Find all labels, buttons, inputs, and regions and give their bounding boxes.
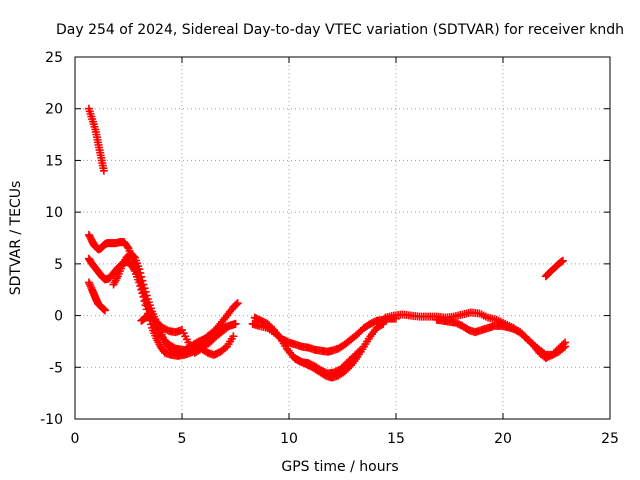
data-point xyxy=(99,166,108,175)
data-point xyxy=(232,300,241,309)
series-track-k xyxy=(432,315,570,362)
y-tick-label: -5 xyxy=(49,360,63,376)
data-point xyxy=(137,272,146,281)
x-tick-label: 10 xyxy=(280,431,298,447)
data-point xyxy=(141,287,150,296)
data-point xyxy=(558,256,567,265)
data-point xyxy=(231,319,240,328)
data-point xyxy=(377,320,386,329)
data-point xyxy=(85,280,94,289)
y-tick-label: 10 xyxy=(45,205,63,221)
data-point xyxy=(84,278,93,287)
data-point xyxy=(136,268,145,277)
plot-frame xyxy=(74,56,611,420)
y-tick-label: 25 xyxy=(45,50,63,66)
y-tick-label: 20 xyxy=(45,102,63,118)
series-track-f xyxy=(137,312,238,359)
data-point xyxy=(138,276,147,285)
data-point xyxy=(139,280,148,289)
data-point xyxy=(354,348,363,357)
grid xyxy=(75,57,610,419)
data-point xyxy=(140,284,149,293)
series-track-b xyxy=(84,278,109,315)
x-tick-label: 20 xyxy=(494,431,512,447)
data-point xyxy=(229,332,238,341)
axis-ticks: 0 5 10 15 20 25 -10 -5 0 5 10 15 20 25 xyxy=(40,50,619,447)
data-point xyxy=(561,338,570,347)
data-point xyxy=(142,305,151,314)
data-layer xyxy=(84,104,570,382)
data-point xyxy=(123,242,132,251)
data-point xyxy=(355,346,364,355)
x-tick-label: 0 xyxy=(71,431,80,447)
y-tick-label: 0 xyxy=(54,309,63,325)
data-point xyxy=(142,291,151,300)
x-axis-label: GPS time / hours xyxy=(281,459,398,475)
chart-title: Day 254 of 2024, Sidereal Day-to-day VTE… xyxy=(56,22,624,38)
data-point xyxy=(559,340,568,349)
data-point xyxy=(233,299,242,308)
data-point xyxy=(135,265,144,274)
series-track-i xyxy=(291,346,364,378)
x-tick-label: 5 xyxy=(178,431,187,447)
x-tick-label: 15 xyxy=(387,431,405,447)
data-point xyxy=(100,306,109,315)
y-tick-label: -10 xyxy=(40,412,63,428)
y-tick-label: 5 xyxy=(54,257,63,273)
data-point xyxy=(379,319,388,328)
series-track-l xyxy=(541,256,567,281)
data-point xyxy=(86,282,95,291)
y-axis-label: SDTVAR / TECUs xyxy=(8,181,24,296)
y-tick-label: 15 xyxy=(45,153,63,169)
x-tick-label: 25 xyxy=(601,431,619,447)
series-track-a xyxy=(84,104,108,175)
